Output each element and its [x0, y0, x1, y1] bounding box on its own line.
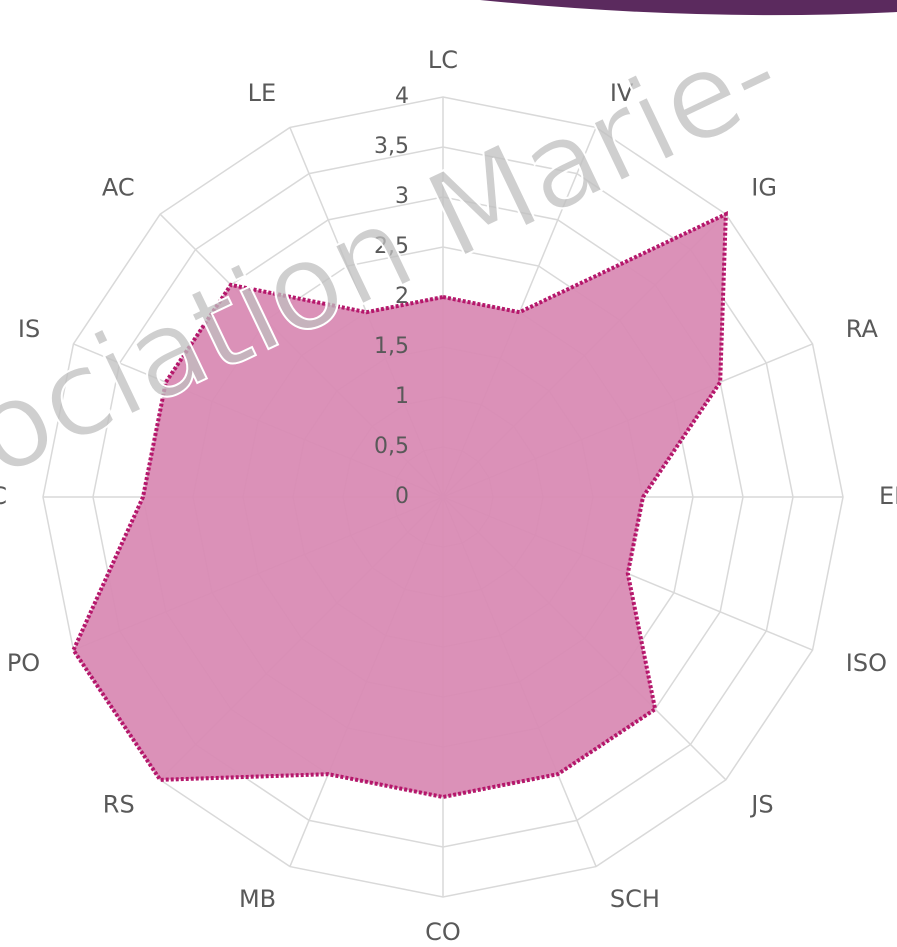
tick-label: 3,5 — [374, 134, 409, 159]
series-area — [71, 210, 728, 800]
category-label: RS — [103, 790, 135, 818]
category-label: LC — [428, 46, 458, 74]
labels: 0 0,5 1 1,5 2 2,5 3 3,5 4 LC IV IG RA EE ISO JS SCH CO MB R… — [0, 46, 897, 946]
category-label: CO — [425, 918, 461, 946]
banner — [480, 0, 897, 16]
category-label: PO — [7, 649, 40, 677]
category-label: ISO — [846, 649, 887, 677]
category-label: AC — [102, 174, 135, 202]
tick-label: 2,5 — [374, 234, 409, 259]
tick-label: 0 — [395, 484, 409, 509]
tick-label: 4 — [395, 84, 409, 109]
plot — [71, 210, 728, 800]
tick-label: 3 — [395, 184, 409, 209]
category-label: IG — [751, 174, 777, 202]
tick-label: 1,5 — [374, 334, 409, 359]
category-label: IV — [610, 79, 634, 107]
category-label: RC — [0, 482, 7, 510]
category-label: LE — [248, 79, 277, 107]
category-label: IS — [18, 315, 40, 343]
tick-label: 0,5 — [374, 434, 409, 459]
category-label: MB — [239, 885, 276, 913]
category-label: JS — [749, 790, 773, 818]
tick-label: 1 — [395, 384, 409, 409]
category-label: SCH — [610, 885, 660, 913]
category-label: EE — [879, 482, 897, 510]
category-label: RA — [846, 315, 879, 343]
tick-label: 2 — [395, 284, 409, 309]
